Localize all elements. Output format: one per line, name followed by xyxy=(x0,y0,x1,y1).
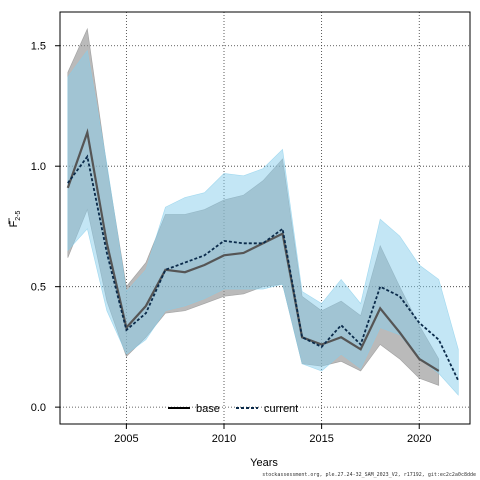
y-axis-label-main: F xyxy=(8,220,20,227)
legend: base current xyxy=(168,403,298,415)
axes: 2005 2010 2015 2020 0.0 0.5 1.0 1.5 xyxy=(31,11,471,445)
x-tick-label-3: 2020 xyxy=(407,433,431,445)
x-tick-label-1: 2010 xyxy=(212,433,236,445)
legend-label-current: current xyxy=(264,403,298,415)
confidence-bands xyxy=(67,27,459,396)
y-tick-label-1: 0.5 xyxy=(31,282,46,294)
series-line-base xyxy=(66,128,440,372)
x-tick-label-0: 2005 xyxy=(114,433,138,445)
x-axis-label: Years xyxy=(250,457,278,469)
footer-note: stockassessment.org, ple.27.24-32_SAM_20… xyxy=(262,472,476,478)
plot-frame xyxy=(59,11,471,425)
series-line-current xyxy=(67,154,460,382)
band-current xyxy=(67,49,459,396)
series-lines xyxy=(66,128,460,382)
y-tick-label-3: 1.5 xyxy=(31,41,46,53)
y-axis-label: F2-5 xyxy=(8,210,22,227)
svg-text:F2-5: F2-5 xyxy=(8,210,22,227)
y-axis-label-sub: 2-5 xyxy=(15,210,22,220)
y-tick-label-0: 0.0 xyxy=(31,402,46,414)
y-tick-label-2: 1.0 xyxy=(31,161,46,173)
x-tick-label-2: 2015 xyxy=(309,433,333,445)
legend-label-base: base xyxy=(196,403,220,415)
